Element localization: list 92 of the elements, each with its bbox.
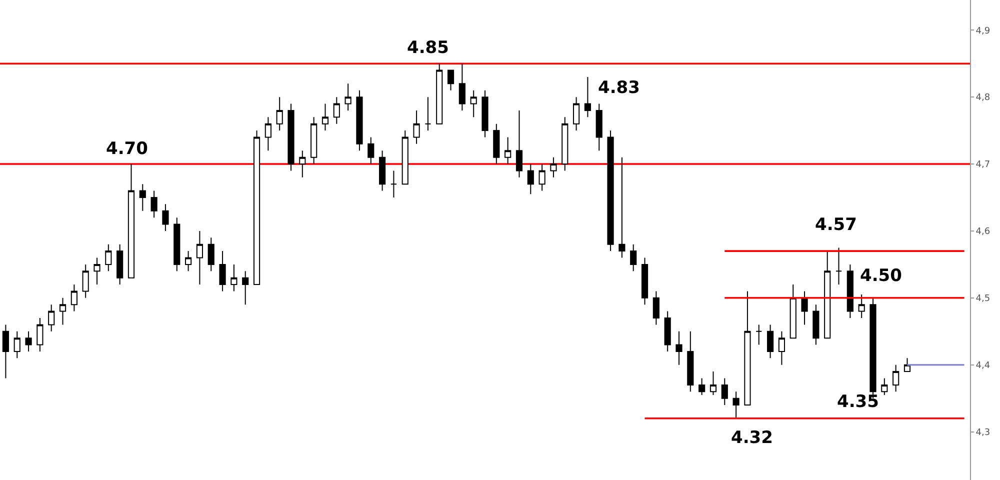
candlestick: [756, 324, 762, 346]
candlestick: [676, 330, 682, 366]
candlestick: [424, 96, 432, 132]
candlestick: [219, 250, 226, 292]
candlestick: [128, 164, 135, 278]
y-tick-label: 4,7: [976, 160, 990, 170]
candlestick: [846, 264, 854, 318]
candlestick: [858, 294, 865, 318]
candlestick: [288, 103, 294, 172]
candlestick: [436, 63, 443, 124]
candlestick: [607, 130, 614, 252]
candlestick: [322, 103, 329, 132]
candlestick: [812, 304, 820, 346]
candlestick: [185, 250, 192, 272]
candlestick: [368, 136, 374, 165]
candlestick: [390, 170, 397, 198]
candlestick: [493, 123, 500, 165]
candlestick: [744, 290, 751, 406]
candlestick: [59, 297, 66, 326]
candlestick: [710, 371, 717, 396]
candlestick: [150, 190, 158, 218]
y-tick-label: 4,5: [976, 294, 990, 304]
candlestick: [2, 324, 9, 379]
candlestick: [527, 164, 534, 195]
annotation: 4.50: [860, 266, 902, 286]
candlestick: [790, 284, 796, 339]
annotation: 4.83: [598, 78, 640, 98]
candlestick: [139, 184, 146, 212]
candlestick: [105, 244, 112, 272]
candlestick: [196, 230, 203, 286]
candlestick: [641, 257, 648, 306]
candlestick: [356, 90, 363, 152]
candlestick: [881, 378, 888, 396]
candlestick: [70, 284, 78, 312]
candlestick: [892, 364, 900, 392]
candlestick: [402, 130, 408, 185]
candlestick: [664, 310, 671, 352]
candlestick: [470, 90, 477, 118]
candlestick: [778, 330, 785, 366]
candlestick: [630, 244, 637, 272]
candlestick: [458, 63, 466, 111]
candlestick: [253, 130, 260, 286]
candlestick: [116, 244, 124, 286]
candlestick: [732, 391, 740, 419]
annotation: 4.57: [815, 215, 857, 235]
candlestick: [48, 304, 55, 332]
candlestick: [687, 330, 694, 392]
y-tick-label: 4,8: [976, 93, 990, 104]
candlestick: [25, 330, 32, 352]
annotation: 4.70: [106, 139, 148, 159]
y-tick-label: 4,9: [976, 26, 990, 36]
candlestick: [584, 76, 591, 118]
candlestick: [767, 324, 774, 359]
candlestick: [174, 217, 180, 272]
candlestick: [482, 90, 488, 138]
candlestick: [538, 164, 546, 192]
candlestick: [835, 247, 842, 286]
candlestick: [162, 204, 169, 232]
candlestick: [413, 110, 420, 144]
candlestick: [82, 264, 89, 298]
candlestick: [208, 237, 214, 272]
candlestick: [242, 270, 249, 306]
annotation: 4.35: [837, 392, 879, 412]
y-tick-label: 4,4: [976, 361, 990, 371]
candlestick: [36, 317, 44, 352]
candlestick: [618, 156, 626, 258]
candlestick: [698, 378, 706, 396]
candlestick: [596, 103, 602, 152]
y-tick-label: 4,6: [976, 227, 990, 238]
candlestick: [299, 150, 306, 178]
candlestick: [379, 150, 386, 192]
candlestick: [94, 257, 100, 286]
candlestick: [333, 96, 340, 124]
candlestick: [344, 83, 352, 111]
candlestick: [652, 290, 660, 326]
annotation: 4.32: [731, 428, 773, 448]
annotation: 4.85: [407, 38, 449, 58]
candlestick: [573, 96, 580, 132]
candlestick: [504, 136, 512, 165]
candlestick: [550, 156, 557, 178]
candlestick: [264, 116, 272, 152]
candlestick: [516, 110, 523, 178]
candlestick: [801, 290, 808, 326]
y-tick-label: 4,3: [976, 428, 990, 438]
candlestick: [14, 330, 20, 359]
candlestick: [721, 378, 728, 406]
candlestick: [310, 116, 318, 165]
candlestick: [447, 70, 454, 91]
candlestick: [824, 250, 831, 339]
candlestick: [276, 96, 283, 132]
candlestick: [230, 264, 238, 292]
candlestick: [562, 116, 568, 172]
